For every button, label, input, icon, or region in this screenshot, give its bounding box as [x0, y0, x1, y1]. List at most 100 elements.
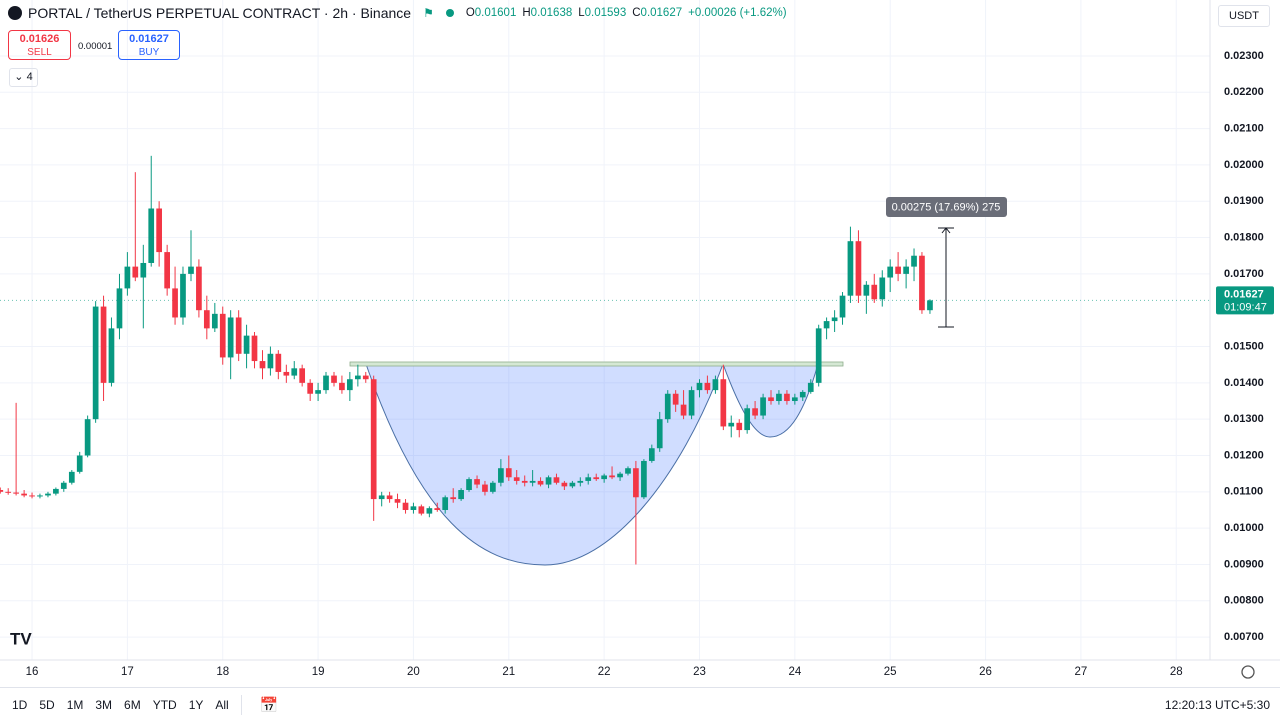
candle-body — [29, 495, 35, 497]
buy-label: BUY — [138, 47, 160, 58]
candle-body — [180, 273, 186, 318]
candle-body — [37, 495, 43, 497]
x-tick-label: 16 — [26, 666, 39, 678]
candle-body — [92, 306, 99, 420]
candle-body — [13, 492, 19, 494]
currency-button[interactable]: USDT — [1218, 5, 1270, 27]
candle-body — [21, 493, 27, 496]
x-tick-label: 22 — [598, 666, 611, 678]
candle-body — [585, 477, 592, 481]
ohlc-legend: O0.01601 H0.01638 L0.01593 C0.01627 +0.00026… — [466, 7, 787, 19]
indicators-toggle[interactable]: ⌄ 4 — [9, 68, 38, 87]
candle-body — [720, 379, 727, 427]
y-tick-label: 0.02100 — [1224, 122, 1264, 134]
candle-body — [291, 368, 298, 376]
date-range-icon[interactable]: 📅 — [259, 696, 279, 714]
candle-body — [919, 255, 925, 311]
candle-body — [593, 477, 600, 480]
candle-body — [235, 317, 242, 354]
range-button[interactable]: 5D — [39, 697, 55, 712]
settings-icon[interactable] — [1241, 665, 1255, 679]
candle-body — [378, 495, 385, 500]
candle-body — [362, 375, 369, 380]
y-tick-label: 0.00800 — [1224, 595, 1264, 607]
candle-body — [84, 419, 91, 456]
candle-body — [60, 482, 67, 489]
range-button[interactable]: 1Y — [188, 697, 204, 712]
candle-body — [823, 321, 830, 329]
axes: TV 0.007000.008000.009000.010000.011000.… — [0, 0, 1280, 679]
candle-body — [442, 497, 449, 510]
candle-body — [728, 422, 735, 427]
last-price-box — [1216, 286, 1274, 315]
separator — [240, 694, 254, 715]
range-button[interactable]: All — [215, 697, 229, 712]
candle-body — [108, 328, 115, 383]
y-tick-label: 0.01500 — [1224, 340, 1264, 352]
ohlc-label: C — [632, 7, 641, 19]
x-tick-label: 25 — [884, 666, 897, 678]
clock: 12:20:13 UTC+5:30 — [1164, 697, 1270, 712]
candle-body — [617, 473, 623, 478]
candle-body — [807, 382, 814, 392]
candle-body — [331, 375, 337, 383]
candle-body — [466, 479, 472, 491]
candle-body — [927, 300, 933, 311]
candle-body — [76, 455, 83, 472]
range-button[interactable]: YTD — [152, 697, 177, 712]
candle-body — [895, 266, 901, 274]
drawings: 0.00275 (17.69%) 275 — [349, 197, 1007, 566]
grid — [0, 0, 1210, 660]
candle-body — [712, 379, 719, 391]
candle-body — [299, 368, 306, 383]
candle-body — [402, 502, 409, 510]
candle-body — [513, 477, 520, 481]
candle-body — [227, 317, 234, 358]
x-tick-label: 26 — [979, 666, 992, 678]
candle-body — [196, 266, 202, 311]
candle-body — [5, 491, 12, 493]
x-tick-label: 19 — [312, 666, 325, 678]
candle-body — [855, 241, 862, 296]
candle-body — [656, 419, 663, 449]
candle-body — [45, 493, 51, 496]
candle-body — [768, 397, 774, 402]
candle-body — [164, 252, 170, 289]
candle-body — [124, 266, 131, 289]
y-tick-label: 0.02000 — [1224, 159, 1264, 171]
range-button[interactable]: 3M — [95, 697, 113, 712]
candle-body — [561, 482, 568, 487]
candle-body — [704, 382, 711, 391]
candle-body — [418, 506, 425, 514]
candle-body — [688, 390, 695, 416]
candles — [0, 155, 933, 565]
candle-body — [482, 484, 488, 492]
candle-body — [498, 468, 504, 483]
candle-body — [100, 306, 107, 383]
ohlc-value: 0.01593 — [584, 7, 627, 19]
x-tick-label: 20 — [407, 666, 420, 678]
candle-body — [283, 371, 290, 376]
range-button[interactable]: 1D — [12, 697, 28, 712]
candle-body — [569, 482, 576, 487]
y-tick-label: 0.01100 — [1224, 486, 1263, 498]
candle-body — [784, 393, 790, 402]
spread: 0.00001 — [78, 41, 113, 52]
candle-body — [323, 375, 329, 391]
sell-button[interactable]: 0.01626 SELL — [8, 30, 71, 60]
y-tick-label: 0.00900 — [1224, 558, 1264, 570]
candle-body — [370, 379, 377, 500]
measure-label-box — [886, 197, 1007, 217]
candle-body — [450, 497, 457, 500]
candle-body — [346, 379, 353, 391]
range-button[interactable]: 6M — [124, 697, 141, 712]
candle-body — [275, 353, 282, 372]
candle-body — [474, 479, 480, 485]
buy-button[interactable]: 0.01627 BUY — [118, 30, 180, 60]
range-button[interactable]: 1M — [66, 697, 84, 712]
candle-body — [140, 262, 147, 278]
y-tick-label: 0.01900 — [1224, 195, 1264, 207]
candle-body — [760, 397, 766, 416]
candle-body — [267, 353, 274, 369]
